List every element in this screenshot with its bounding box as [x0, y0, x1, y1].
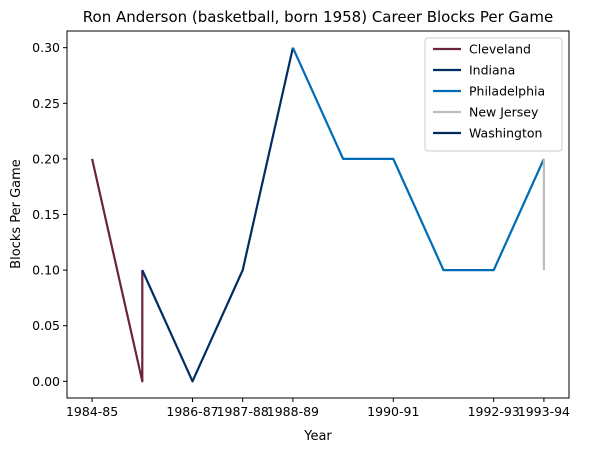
series-line-cleveland: [91, 158, 144, 383]
x-tick-label: 1990-91: [367, 404, 419, 419]
legend-label-cleveland: Cleveland: [469, 42, 531, 57]
series-line-indiana: [141, 47, 294, 383]
chart-title: Ron Anderson (basketball, born 1958) Car…: [83, 8, 553, 26]
y-axis-ticks: 0.00 0.05 0.10 0.15 0.20 0.25 0.30: [32, 40, 67, 389]
x-tick-label: 1986-87: [166, 404, 218, 419]
y-tick-label: 0.05: [32, 318, 60, 333]
legend-label-washington: Washington: [469, 126, 542, 141]
y-tick-label: 0.15: [32, 207, 60, 222]
y-tick-label: 0.25: [32, 96, 60, 111]
y-tick-label: 0.20: [32, 151, 60, 166]
x-tick-label: 1988-89: [267, 404, 319, 419]
y-tick-label: 0.00: [32, 374, 60, 389]
y-tick-label: 0.10: [32, 263, 60, 278]
legend-box: [424, 37, 563, 152]
x-axis-label: Year: [303, 429, 332, 444]
x-tick-label: 1993-94: [518, 404, 570, 419]
y-axis-label: Blocks Per Game: [9, 159, 24, 269]
legend: Cleveland Indiana Philadelphia New Jersey Wa…: [424, 37, 563, 152]
x-tick-label: 1992-93: [468, 404, 520, 419]
x-tick-label: 1984-85: [66, 404, 118, 419]
legend-label-philadelphia: Philadelphia: [469, 84, 545, 99]
x-tick-label: 1987-88: [217, 404, 269, 419]
legend-label-new-jersey: New Jersey: [469, 105, 539, 120]
series-layer: [91, 47, 546, 383]
legend-label-indiana: Indiana: [469, 63, 515, 78]
y-tick-label: 0.30: [32, 40, 60, 55]
series-line-philadelphia: [291, 47, 545, 272]
